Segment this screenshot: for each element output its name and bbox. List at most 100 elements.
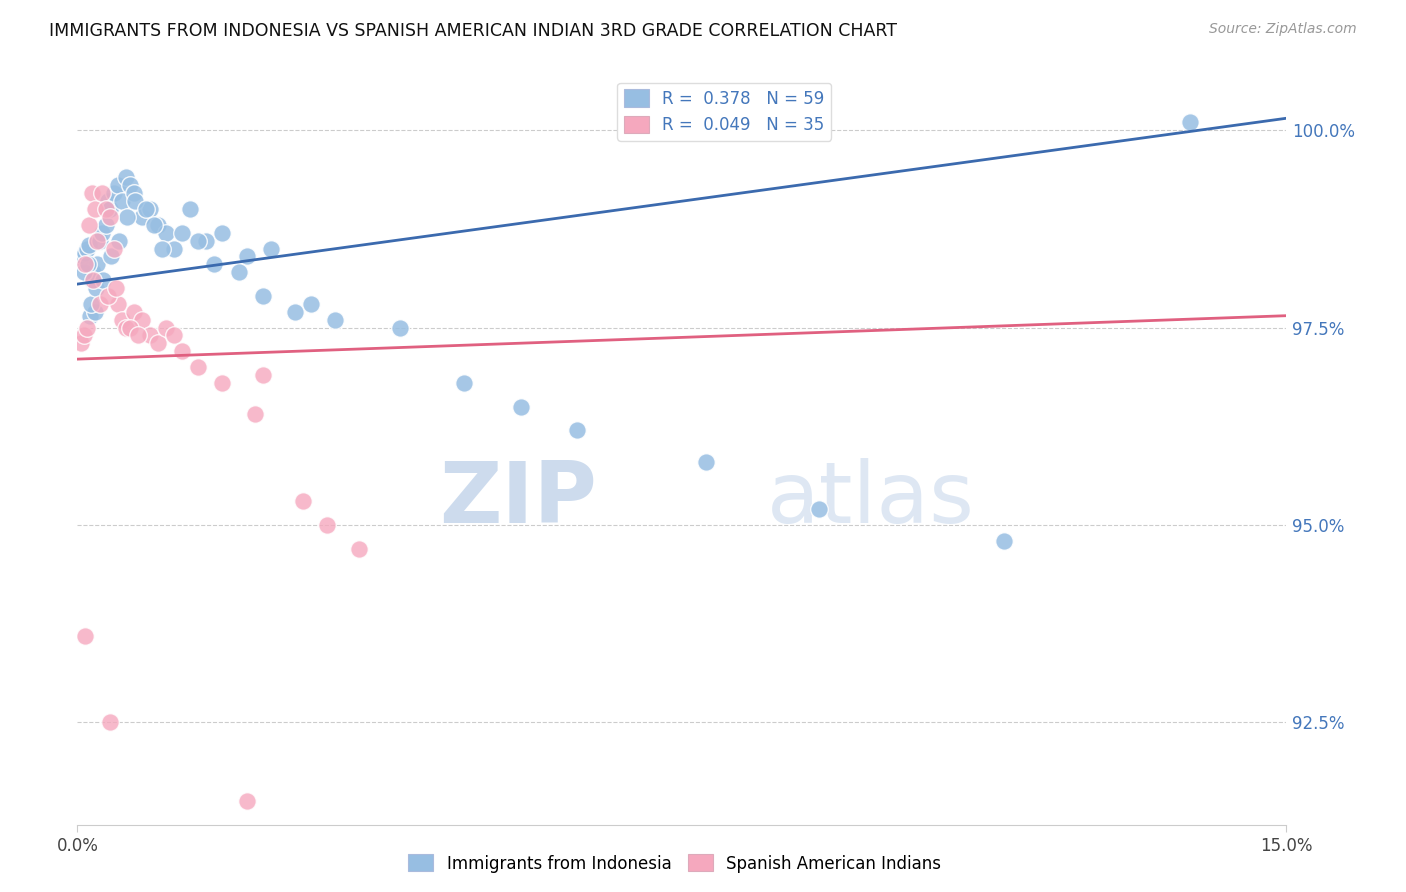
Text: atlas: atlas bbox=[766, 458, 974, 541]
Point bbox=[114, 320, 136, 334]
Point bbox=[76, 242, 98, 256]
Point bbox=[105, 281, 128, 295]
Point bbox=[453, 376, 475, 390]
Point bbox=[118, 178, 141, 193]
Point bbox=[122, 304, 145, 318]
Point bbox=[84, 281, 107, 295]
Point bbox=[97, 289, 120, 303]
Point bbox=[139, 328, 162, 343]
Point bbox=[807, 502, 830, 516]
Point bbox=[211, 226, 233, 240]
Point bbox=[107, 297, 129, 311]
Point bbox=[73, 328, 96, 343]
Point bbox=[187, 359, 209, 374]
Point bbox=[80, 273, 103, 287]
Point bbox=[1178, 115, 1201, 129]
Point bbox=[77, 237, 100, 252]
Point bbox=[75, 629, 97, 643]
Text: ZIP: ZIP bbox=[440, 458, 598, 541]
Point bbox=[202, 257, 225, 271]
Point bbox=[111, 194, 134, 209]
Point bbox=[90, 226, 112, 240]
Point bbox=[316, 518, 339, 533]
Point bbox=[75, 245, 97, 260]
Point bbox=[79, 309, 101, 323]
Point bbox=[107, 178, 129, 193]
Point bbox=[97, 194, 120, 209]
Point bbox=[84, 202, 107, 216]
Point bbox=[98, 715, 121, 730]
Point bbox=[284, 304, 307, 318]
Point bbox=[72, 249, 94, 263]
Point bbox=[155, 226, 177, 240]
Legend: Immigrants from Indonesia, Spanish American Indians: Immigrants from Indonesia, Spanish Ameri… bbox=[402, 847, 948, 880]
Point bbox=[135, 202, 157, 216]
Point bbox=[993, 533, 1015, 548]
Point bbox=[70, 253, 93, 268]
Point bbox=[155, 320, 177, 334]
Point bbox=[124, 194, 146, 209]
Point bbox=[90, 186, 112, 201]
Point bbox=[349, 541, 371, 556]
Point bbox=[73, 265, 96, 279]
Point bbox=[114, 170, 136, 185]
Point bbox=[98, 202, 121, 216]
Legend: R =  0.378   N = 59, R =  0.049   N = 35: R = 0.378 N = 59, R = 0.049 N = 35 bbox=[617, 83, 831, 141]
Text: IMMIGRANTS FROM INDONESIA VS SPANISH AMERICAN INDIAN 3RD GRADE CORRELATION CHART: IMMIGRANTS FROM INDONESIA VS SPANISH AME… bbox=[49, 22, 897, 40]
Point bbox=[76, 320, 98, 334]
Point bbox=[235, 794, 257, 808]
Point bbox=[103, 242, 125, 256]
Point bbox=[252, 368, 274, 382]
Point bbox=[150, 242, 173, 256]
Point bbox=[163, 328, 186, 343]
Point bbox=[228, 265, 250, 279]
Point bbox=[292, 494, 315, 508]
Point bbox=[86, 257, 108, 271]
Point bbox=[323, 312, 346, 326]
Point bbox=[163, 242, 186, 256]
Point bbox=[179, 202, 201, 216]
Point bbox=[131, 312, 153, 326]
Point bbox=[75, 257, 97, 271]
Point bbox=[108, 234, 131, 248]
Point bbox=[142, 218, 165, 232]
Text: Source: ZipAtlas.com: Source: ZipAtlas.com bbox=[1209, 22, 1357, 37]
Point bbox=[100, 249, 122, 263]
Point bbox=[86, 234, 108, 248]
Point bbox=[388, 320, 411, 334]
Point bbox=[252, 289, 274, 303]
Point bbox=[98, 210, 121, 224]
Point bbox=[111, 312, 134, 326]
Point bbox=[509, 400, 531, 414]
Point bbox=[70, 336, 93, 351]
Point bbox=[89, 297, 111, 311]
Point bbox=[127, 328, 149, 343]
Point bbox=[187, 234, 209, 248]
Point bbox=[146, 218, 169, 232]
Point bbox=[82, 273, 104, 287]
Point bbox=[103, 186, 125, 201]
Point bbox=[122, 186, 145, 201]
Point bbox=[243, 408, 266, 422]
Point bbox=[146, 336, 169, 351]
Point bbox=[80, 297, 103, 311]
Point bbox=[299, 297, 322, 311]
Point bbox=[89, 234, 111, 248]
Point bbox=[84, 304, 107, 318]
Point bbox=[79, 218, 101, 232]
Point bbox=[235, 249, 257, 263]
Point bbox=[260, 242, 283, 256]
Point bbox=[695, 455, 717, 469]
Point bbox=[565, 423, 588, 437]
Point bbox=[117, 210, 139, 224]
Point bbox=[139, 202, 162, 216]
Point bbox=[91, 273, 114, 287]
Point bbox=[94, 218, 117, 232]
Point bbox=[94, 202, 117, 216]
Point bbox=[211, 376, 233, 390]
Point bbox=[80, 186, 103, 201]
Point bbox=[131, 210, 153, 224]
Point bbox=[82, 265, 104, 279]
Point bbox=[76, 257, 98, 271]
Point bbox=[172, 226, 194, 240]
